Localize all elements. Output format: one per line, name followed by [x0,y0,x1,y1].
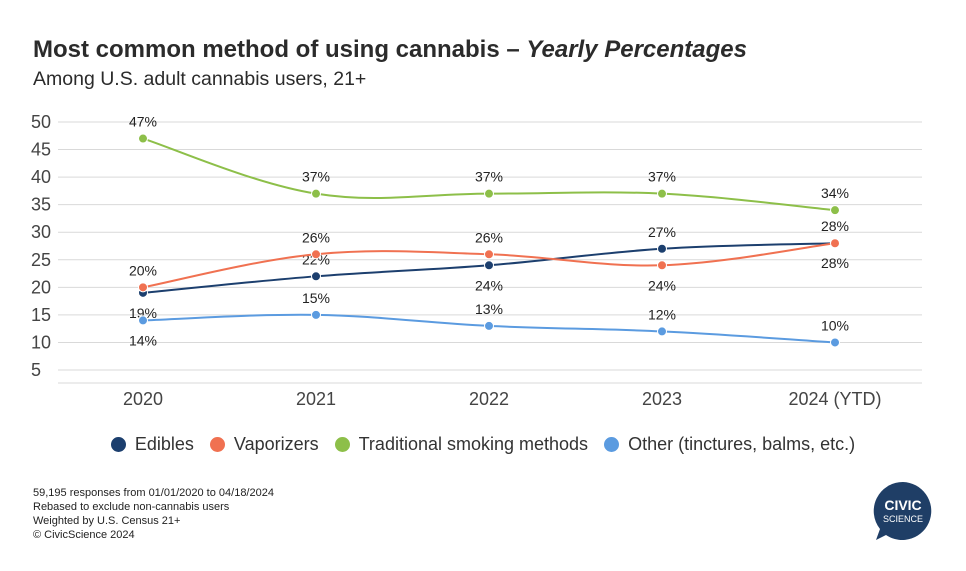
data-point [830,238,840,249]
x-tick-label: 2023 [642,389,682,409]
legend-item: Vaporizers [209,434,319,455]
y-tick-label: 25 [31,250,51,270]
y-tick-label: 10 [31,332,51,352]
data-point [311,249,321,260]
data-label: 37% [648,169,676,185]
data-label: 27% [648,224,676,240]
legend-label: Edibles [134,434,194,454]
data-label: 37% [302,169,330,185]
data-label: 24% [648,277,676,293]
data-point [311,188,321,199]
logo-speech-bubble [873,481,932,540]
data-point [657,326,667,337]
legend-marker-icon [334,437,350,452]
data-label: 28% [821,218,849,234]
legend-marker-icon [209,437,225,452]
x-tick-label: 2020 [123,389,163,409]
data-point [138,315,148,326]
data-label: 15% [302,290,330,306]
data-label: 10% [821,317,849,333]
data-point [657,260,667,271]
legend-label: Vaporizers [233,434,319,454]
footnote-copyright: © CivicScience 2024 [33,529,135,541]
legend-item: Other (tinctures, balms, etc.) [604,434,855,455]
data-point [484,188,494,199]
data-label: 12% [648,306,676,322]
y-tick-label: 35 [31,195,51,215]
data-label: 19% [129,305,157,321]
data-label: 28% [821,255,849,271]
chart-title-italic: Yearly Percentages [526,36,747,63]
footnote-weighted: Weighted by U.S. Census 21+ [33,515,181,527]
data-label: 37% [475,169,503,185]
data-point [657,188,667,199]
civicscience-logo: CIVIC SCIENCE [873,481,932,540]
legend-item: Edibles [110,434,194,455]
data-point [484,320,494,331]
chart-legend: Edibles Vaporizers Traditional smoking met… [0,434,966,455]
chart-title-main: Most common method of using cannabis – [33,36,527,63]
data-point [830,337,840,348]
footnotes: 59,195 responses from 01/01/2020 to 04/1… [33,486,274,542]
y-tick-label: 20 [31,277,51,297]
footnote-rebased: Rebased to exclude non-cannabis users [33,501,230,513]
legend-marker-icon [604,437,620,452]
legend-label: Traditional smoking methods [358,434,589,454]
data-label: 26% [302,229,330,245]
x-tick-label: 2024 (YTD) [788,389,881,409]
x-tick-label: 2021 [296,389,336,409]
data-point [484,260,494,271]
data-point [484,249,494,260]
data-point [138,133,148,144]
logo-text-science: SCIENCE [883,514,923,524]
y-tick-label: 40 [31,167,51,187]
data-point [311,309,321,320]
data-point [311,271,321,282]
data-label: 13% [475,301,503,317]
y-tick-label: 45 [31,140,51,160]
footnote-responses: 59,195 responses from 01/01/2020 to 04/1… [33,487,274,499]
logo-text-civic: CIVIC [884,497,921,513]
y-tick-label: 30 [31,222,51,242]
data-label: 20% [129,262,157,278]
y-tick-label: 50 [31,112,51,132]
chart-title: Most common method of using cannabis – Y… [33,36,747,64]
legend-item: Traditional smoking methods [334,434,589,455]
data-label: 26% [475,229,503,245]
data-label: 24% [475,277,503,293]
data-point [657,243,667,254]
data-label: 14% [129,332,157,348]
y-tick-label: 5 [31,360,41,380]
x-tick-label: 2022 [469,389,509,409]
data-point [830,205,840,216]
data-point [138,282,148,293]
legend-marker-icon [110,437,126,452]
chart-subtitle: Among U.S. adult cannabis users, 21+ [33,68,367,90]
y-tick-label: 15 [31,305,51,325]
legend-label: Other (tinctures, balms, etc.) [628,434,856,454]
data-label: 34% [821,185,849,201]
data-label: 47% [129,114,157,130]
